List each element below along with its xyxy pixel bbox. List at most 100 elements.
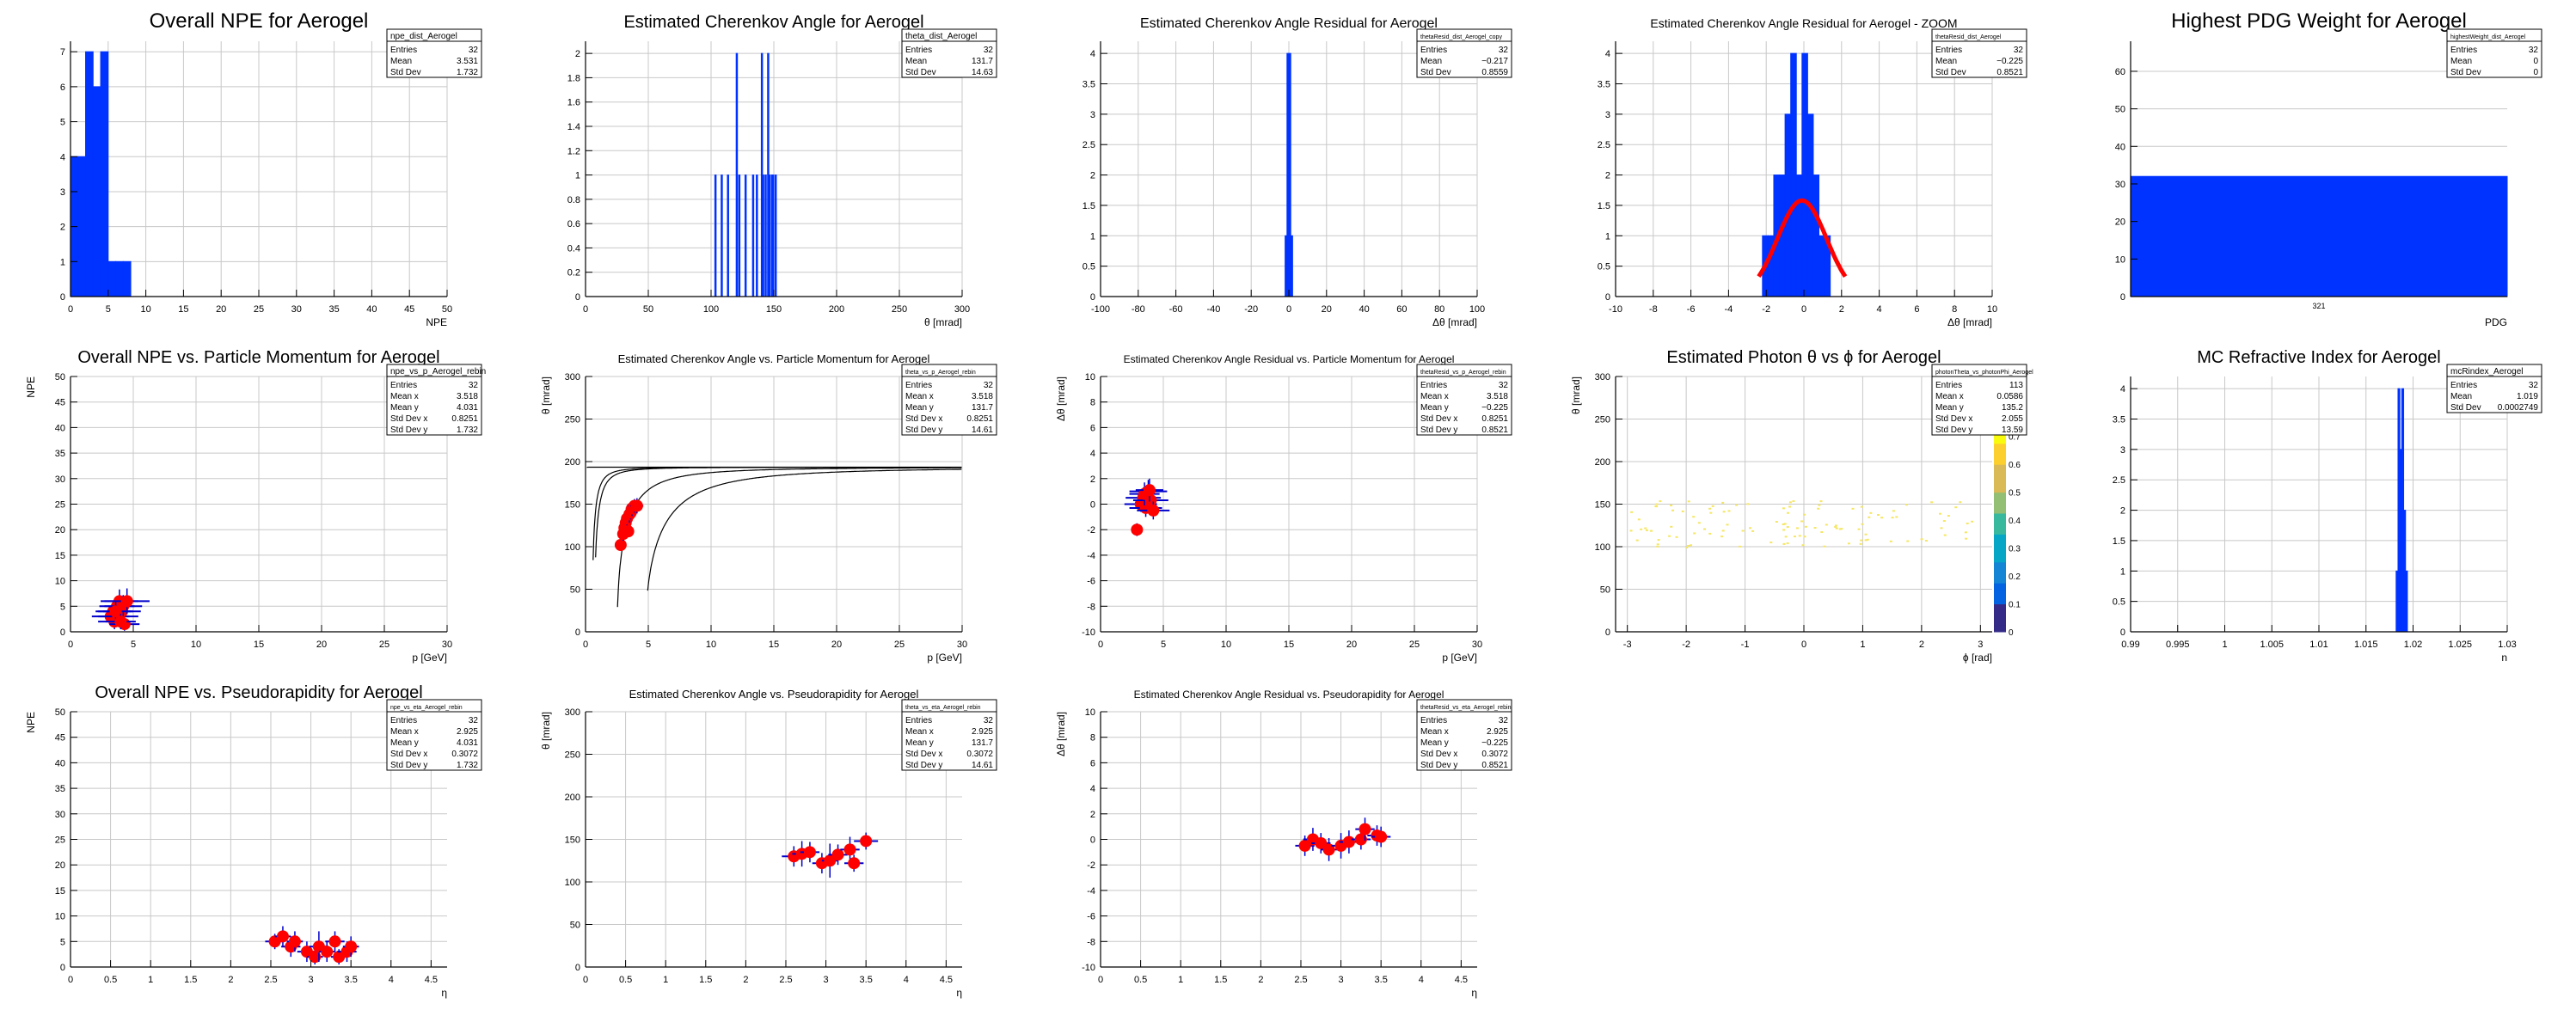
chart-title: Overall NPE for Aerogel [150, 9, 369, 33]
x-axis-label: θ [mrad] [924, 316, 962, 328]
x-axis-label: NPE [426, 316, 447, 328]
x-tick-label: 20 [216, 304, 226, 315]
x-tick-label: 4.5 [425, 975, 438, 985]
y-tick-label: 10 [2115, 254, 2125, 265]
x-tick-label: 0 [1801, 640, 1806, 650]
y-tick-label: 8 [1090, 733, 1095, 744]
heatmap-cell [1880, 517, 1883, 518]
x-axis-label: η [441, 987, 447, 999]
x-tick-label: 100 [1469, 304, 1485, 315]
y-tick-label: 0.4 [567, 243, 580, 254]
y-tick-label: 3 [2120, 445, 2125, 456]
hist-bar [745, 175, 746, 297]
heatmap-cell [1835, 524, 1837, 526]
z-palette-step [1994, 506, 2006, 514]
heatmap-cell [1650, 530, 1653, 532]
y-tick-label: 0 [575, 292, 580, 303]
stats-key: Mean x [905, 727, 934, 737]
stats-value: 3.518 [972, 392, 993, 401]
stats-value: 32 [1499, 381, 1509, 390]
y-tick-label: 50 [55, 372, 65, 383]
stats-value: 0 [2533, 68, 2538, 77]
y-tick-label: 100 [565, 878, 580, 888]
y-tick-label: 3.5 [1598, 80, 1610, 90]
stats-value: 1.732 [457, 68, 478, 77]
stats-name: theta_vs_eta_Aerogel_rebin [905, 705, 981, 711]
data-point [1131, 523, 1143, 536]
y-tick-label: -4 [1087, 551, 1095, 561]
y-axis-label: NPE [25, 712, 37, 733]
y-tick-label: 5 [60, 602, 65, 612]
hist-bar [721, 175, 723, 297]
stats-value: 135.2 [2002, 403, 2023, 413]
x-tick-label: 1.02 [2404, 640, 2422, 650]
heatmap-cell [1657, 543, 1659, 545]
x-tick-label: 1 [2222, 640, 2227, 650]
x-axis-label: η [1471, 987, 1477, 999]
y-tick-label: 2 [1605, 171, 1610, 181]
x-tick-label: -10 [1609, 304, 1622, 315]
x-tick-label: 0 [1098, 640, 1103, 650]
y-tick-label: -6 [1087, 577, 1095, 587]
heatmap-cell [1640, 529, 1642, 530]
heatmap-cell [1726, 523, 1728, 525]
stats-key: Std Dev [2450, 68, 2481, 77]
stats-key: Mean y [1420, 738, 1449, 748]
heatmap-cell [1721, 502, 1724, 504]
heatmap-cell [1865, 534, 1868, 536]
stats-key: Entries [390, 716, 417, 725]
stats-value: 32 [469, 46, 479, 55]
heatmap-cell [1769, 542, 1772, 543]
stats-key: Entries [1420, 381, 1447, 390]
heatmap-cell [1742, 530, 1745, 532]
y-tick-label: -4 [1087, 886, 1095, 897]
heatmap-cell [1693, 532, 1696, 534]
stats-name: npe_vs_eta_Aerogel_rebin [390, 705, 463, 711]
z-tick-label: 0 [2009, 628, 2014, 638]
chart-title: Estimated Photon θ vs ϕ for Aerogel [1666, 348, 1941, 367]
y-tick-label: 2 [575, 49, 580, 59]
heatmap-cell [1925, 540, 1928, 542]
hist-bar [1791, 53, 1797, 297]
heatmap-cell [1794, 536, 1796, 537]
y-tick-label: 50 [1600, 585, 1610, 596]
x-tick-label: 45 [404, 304, 414, 315]
x-tick-label: 25 [254, 304, 264, 315]
y-tick-label: 6 [1090, 423, 1095, 433]
y-tick-label: 50 [55, 707, 65, 718]
y-tick-label: 1 [575, 171, 580, 181]
x-tick-label: 2 [743, 975, 748, 985]
y-tick-label: 25 [55, 836, 65, 846]
stats-key: Std Dev x [1420, 414, 1457, 424]
x-axis-label: Δθ [mrad] [1947, 316, 1992, 328]
z-palette-step [1994, 486, 2006, 493]
x-tick-label: 2.5 [1294, 975, 1307, 985]
x-tick-label: 1 [1178, 975, 1183, 985]
stats-value: 0.0586 [1996, 392, 2023, 401]
stats-value: 0.3072 [451, 750, 478, 759]
heatmap-cell [1638, 518, 1641, 520]
y-tick-label: 1.8 [567, 73, 580, 83]
heatmap-cell [1792, 500, 1794, 502]
heatmap-cell [1823, 546, 1825, 548]
stats-key: Std Dev x [390, 414, 427, 424]
x-tick-label: 1 [663, 975, 668, 985]
stats-value: 131.7 [972, 738, 993, 748]
heatmap-cell [1803, 514, 1806, 516]
scatter [615, 499, 643, 551]
x-tick-label: 0.5 [104, 975, 117, 985]
heatmap-cell [1905, 504, 1908, 505]
x-tick-label: 10 [140, 304, 150, 315]
heatmap-cell [1803, 536, 1806, 537]
x-tick-label: 250 [892, 304, 907, 315]
z-tick-label: 0.1 [2009, 601, 2021, 610]
y-tick-label: 200 [565, 793, 580, 803]
hist-bar [1802, 53, 1808, 297]
